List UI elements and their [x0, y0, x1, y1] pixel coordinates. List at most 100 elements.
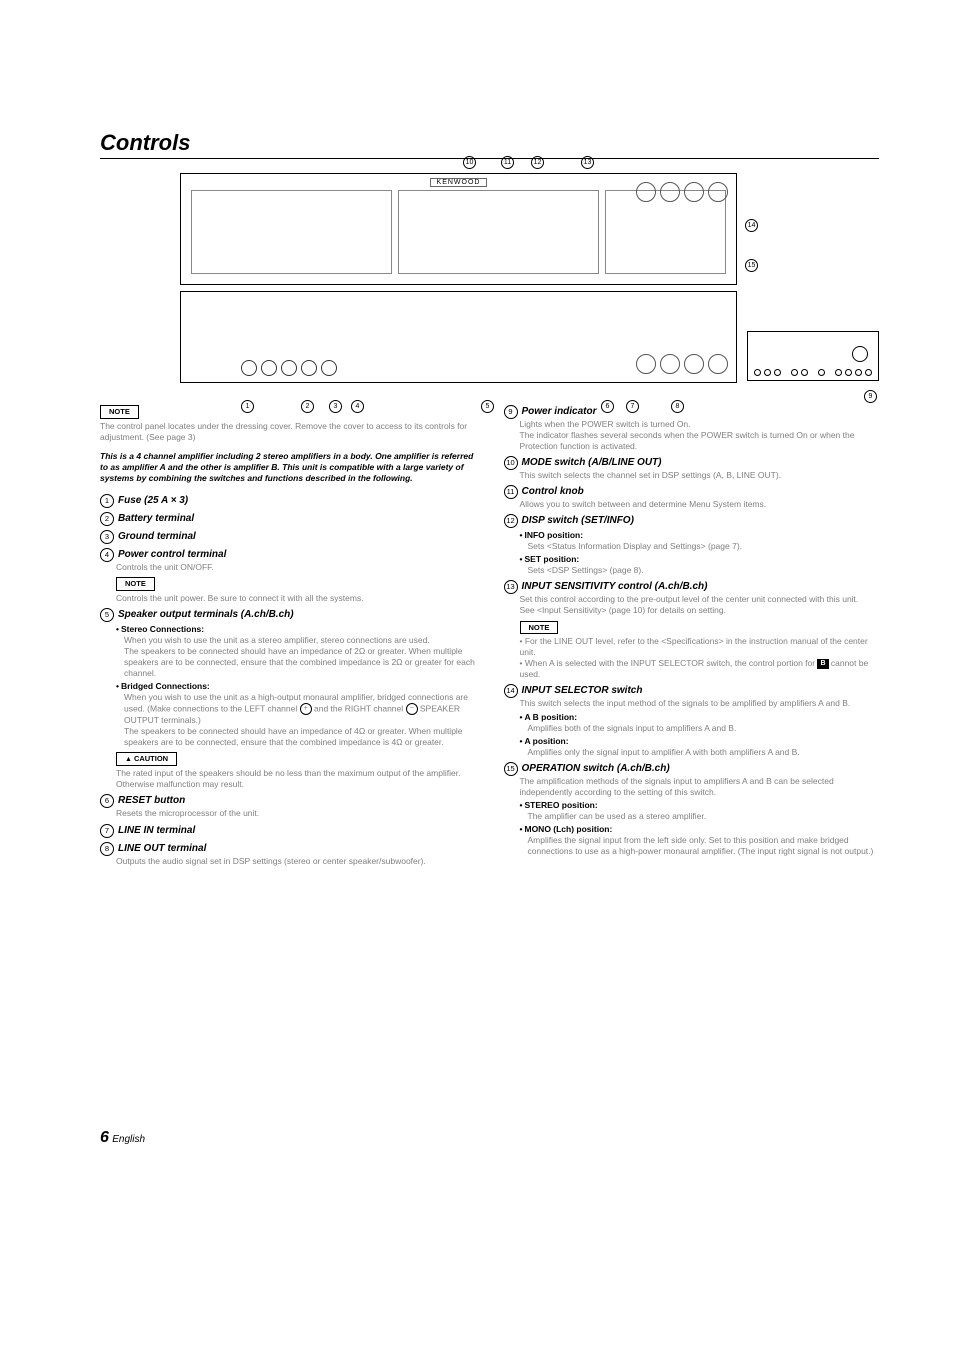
- callout-4: 4: [351, 400, 364, 413]
- minus-icon: −: [406, 703, 418, 715]
- num-4: 4: [100, 548, 114, 562]
- callout-13: 13: [581, 156, 594, 169]
- info-body: Sets <Status Information Display and Set…: [528, 541, 880, 552]
- stereo-2: The speakers to be connected should have…: [124, 646, 476, 679]
- plus-icon: +: [300, 703, 312, 715]
- a-head: A position:: [524, 736, 568, 746]
- content-columns: NOTE The control panel locates under the…: [100, 401, 879, 869]
- diagram-top-panel: 10 11 12 13 KENWOOD 14 15: [180, 173, 737, 285]
- callout-5: 5: [481, 400, 494, 413]
- footer: 6 English: [100, 1129, 879, 1147]
- stereo-head: Stereo Connections:: [121, 624, 204, 634]
- num-3: 3: [100, 530, 114, 544]
- mono-body: Amplifies the signal input from the left…: [528, 835, 880, 857]
- item-3-title: Ground terminal: [118, 530, 196, 543]
- item-7-title: LINE IN terminal: [118, 824, 195, 837]
- item-13-title: INPUT SENSITIVITY control (A.ch/B.ch): [522, 580, 708, 593]
- stereo-pos-head: STEREO position:: [524, 800, 597, 810]
- num-6: 6: [100, 794, 114, 808]
- callout-15: 15: [745, 259, 758, 272]
- item-15-body: The amplification methods of the signals…: [520, 776, 880, 798]
- item-9-l2: The indicator flashes several seconds wh…: [520, 430, 880, 452]
- ab-head: A B position:: [524, 712, 577, 722]
- note-label-13: NOTE: [520, 621, 559, 635]
- ab-body: Amplifies both of the signals input to a…: [528, 723, 880, 734]
- item-13-note1: • For the LINE OUT level, refer to the <…: [520, 636, 880, 658]
- callout-2: 2: [301, 400, 314, 413]
- page-title: Controls: [100, 130, 879, 156]
- info-head: INFO position:: [524, 530, 583, 540]
- num-14: 14: [504, 684, 518, 698]
- callout-10: 10: [463, 156, 476, 169]
- item-8-title: LINE OUT terminal: [118, 842, 206, 855]
- diagram-side-panel-wrap: 9: [747, 291, 877, 381]
- item-10-title: MODE switch (A/B/LINE OUT): [522, 456, 662, 469]
- page: Controls 10 11 12 13 KENWOOD: [0, 0, 954, 1207]
- right-column: 9 Power indicator Lights when the POWER s…: [504, 401, 880, 869]
- stereo-1: When you wish to use the unit as a stere…: [124, 635, 476, 646]
- b-badge: B: [817, 659, 828, 669]
- caution-text: The rated input of the speakers should b…: [116, 768, 476, 790]
- callout-6: 6: [601, 400, 614, 413]
- callout-7: 7: [626, 400, 639, 413]
- diagram-bottom-panel: 1 2 3 4 5 6 7 8: [180, 291, 737, 383]
- num-5: 5: [100, 608, 114, 622]
- num-11: 11: [504, 485, 518, 499]
- bridged-2: The speakers to be connected should have…: [124, 726, 476, 748]
- item-13-l1: Set this control according to the pre-ou…: [520, 594, 880, 605]
- note-text: The control panel locates under the dres…: [100, 421, 476, 443]
- brand-label: KENWOOD: [430, 178, 488, 187]
- num-12: 12: [504, 514, 518, 528]
- item-6-body: Resets the microprocessor of the unit.: [116, 808, 476, 819]
- item-10-body: This switch selects the channel set in D…: [520, 470, 880, 481]
- num-2: 2: [100, 512, 114, 526]
- item-8-body: Outputs the audio signal set in DSP sett…: [116, 856, 476, 867]
- note-label: NOTE: [100, 405, 139, 419]
- num-15: 15: [504, 762, 518, 776]
- a-body: Amplifies only the signal input to ampli…: [528, 747, 880, 758]
- item-9-title: Power indicator: [522, 405, 597, 418]
- mono-head: MONO (Lch) position:: [524, 824, 612, 834]
- left-column: NOTE The control panel locates under the…: [100, 401, 476, 869]
- title-rule: [100, 158, 879, 159]
- num-1: 1: [100, 494, 114, 508]
- item-4-note: Controls the unit power. Be sure to conn…: [116, 593, 476, 604]
- callout-12: 12: [531, 156, 544, 169]
- set-head: SET position:: [524, 554, 579, 564]
- bridged-1: When you wish to use the unit as a high-…: [124, 692, 476, 726]
- num-7: 7: [100, 824, 114, 838]
- item-11-body: Allows you to switch between and determi…: [520, 499, 880, 510]
- item-4-title: Power control terminal: [118, 548, 226, 561]
- callout-3: 3: [329, 400, 342, 413]
- diagram-area: 10 11 12 13 KENWOOD 14 15: [100, 173, 879, 383]
- item-15-title: OPERATION switch (A.ch/B.ch): [522, 762, 670, 775]
- callout-14: 14: [745, 219, 758, 232]
- set-body: Sets <DSP Settings> (page 8).: [528, 565, 880, 576]
- item-13-note2: • When A is selected with the INPUT SELE…: [520, 658, 880, 680]
- item-13-l2: See <Input Sensitivity> (page 10) for de…: [520, 605, 880, 616]
- item-5-title: Speaker output terminals (A.ch/B.ch): [118, 608, 294, 621]
- caution-label: CAUTION: [116, 752, 177, 766]
- item-4-line1: Controls the unit ON/OFF.: [116, 562, 476, 573]
- callout-1: 1: [241, 400, 254, 413]
- item-14-body: This switch selects the input method of …: [520, 698, 880, 709]
- num-9: 9: [504, 405, 518, 419]
- num-8: 8: [100, 842, 114, 856]
- num-10: 10: [504, 456, 518, 470]
- fake-controls: [191, 190, 726, 274]
- callout-11: 11: [501, 156, 514, 169]
- bridged-head: Bridged Connections:: [121, 681, 210, 691]
- page-number: 6: [100, 1129, 109, 1146]
- page-language: English: [112, 1134, 145, 1145]
- item-1-title: Fuse (25 A × 3): [118, 494, 188, 507]
- item-11-title: Control knob: [522, 485, 584, 498]
- item-9-l1: Lights when the POWER switch is turned O…: [520, 419, 880, 430]
- item-6-title: RESET button: [118, 794, 185, 807]
- intro-text: This is a 4 channel amplifier including …: [100, 451, 476, 484]
- num-13: 13: [504, 580, 518, 594]
- callout-8: 8: [671, 400, 684, 413]
- stereo-pos-body: The amplifier can be used as a stereo am…: [528, 811, 880, 822]
- item-2-title: Battery terminal: [118, 512, 194, 525]
- item-12-title: DISP switch (SET/INFO): [522, 514, 634, 527]
- note-label-4: NOTE: [116, 577, 155, 591]
